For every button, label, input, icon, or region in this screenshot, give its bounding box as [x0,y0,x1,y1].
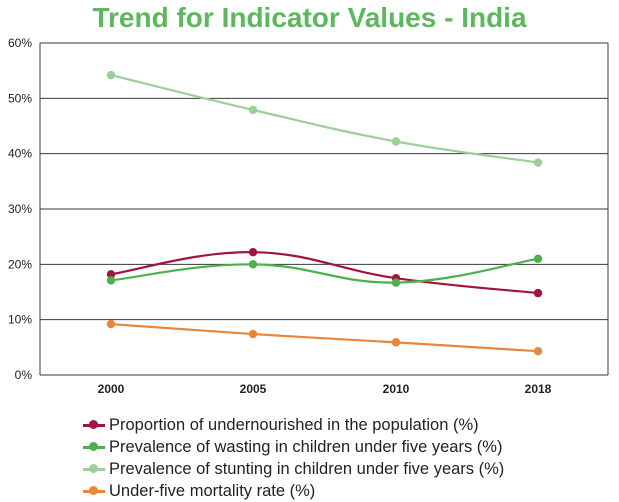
data-point [249,106,257,114]
data-point [392,278,400,286]
data-point [249,248,257,256]
y-tick-label: 0% [15,368,33,382]
legend-item-stunting: Prevalence of stunting in children under… [83,458,504,480]
legend-label-mortality: Under-five mortality rate (%) [109,482,315,501]
x-tick-label: 2010 [383,382,410,396]
legend-item-wasting: Prevalence of wasting in children under … [83,436,504,458]
legend-label-undernourished: Proportion of undernourished in the popu… [109,416,479,435]
line-chart: 0% 10% 20% 30% 40% 50% 60% 2000 2005 2010 2018 [0,0,619,410]
legend-swatch-wasting [83,440,105,454]
legend-label-wasting: Prevalence of wasting in children under … [109,438,502,457]
x-tick-label: 2018 [525,382,552,396]
legend-label-stunting: Prevalence of stunting in children under… [109,460,504,479]
series-group [107,71,542,356]
data-point [534,255,542,263]
legend-swatch-undernourished [83,418,105,432]
y-tick-label: 40% [8,147,32,161]
data-point [249,330,257,338]
data-point [392,338,400,346]
legend-swatch-mortality [83,484,105,498]
axes: 0% 10% 20% 30% 40% 50% 60% 2000 2005 2010 2018 [8,36,608,396]
data-point [249,260,257,268]
data-point [534,347,542,355]
series-line [111,75,538,162]
legend-swatch-stunting [83,462,105,476]
legend: Proportion of undernourished in the popu… [83,414,504,502]
series-line [111,324,538,351]
y-tick-label: 60% [8,36,32,50]
legend-item-undernourished: Proportion of undernourished in the popu… [83,414,504,436]
data-point [534,158,542,166]
x-tick-label: 2005 [240,382,267,396]
y-tick-label: 50% [8,91,32,105]
data-point [107,320,115,328]
x-tick-label: 2000 [98,382,125,396]
data-point [107,276,115,284]
data-point [534,289,542,297]
y-tick-label: 20% [8,257,32,271]
data-point [392,137,400,145]
legend-item-mortality: Under-five mortality rate (%) [83,480,504,502]
data-point [107,71,115,79]
y-tick-label: 10% [8,313,32,327]
y-tick-label: 30% [8,202,32,216]
